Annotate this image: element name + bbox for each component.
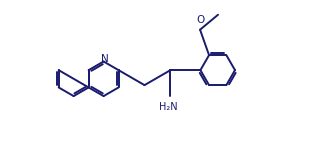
Text: N: N — [101, 54, 109, 64]
Text: H₂N: H₂N — [159, 102, 178, 112]
Text: O: O — [196, 15, 204, 26]
